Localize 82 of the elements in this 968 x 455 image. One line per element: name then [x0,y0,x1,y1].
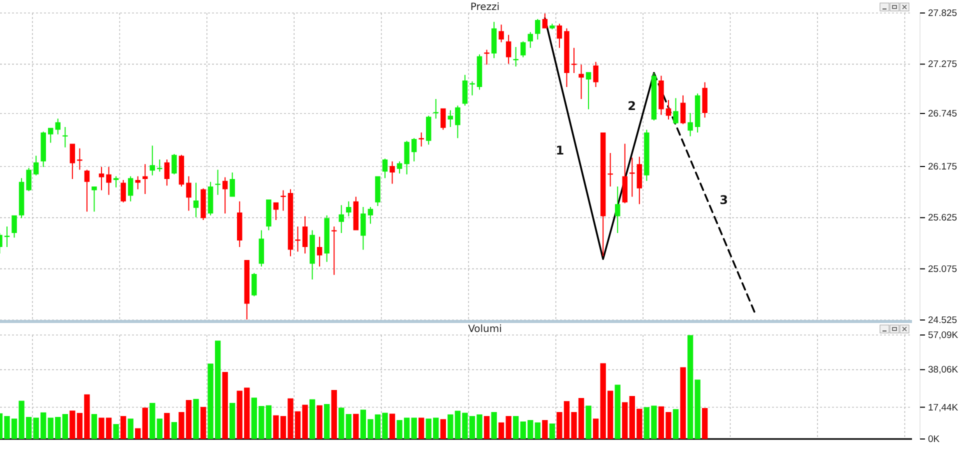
bar [62,414,68,439]
bar [418,418,424,439]
candlestick [498,24,504,42]
annotation: 3 [720,192,728,207]
bar [338,408,344,439]
bar [128,418,134,439]
candlestick [550,24,555,30]
bar [672,409,679,439]
candlestick [62,126,68,148]
bar [542,420,548,439]
annotation: 2 [628,99,636,114]
bar [389,414,396,439]
candlestick [593,62,598,87]
candlestick [4,226,10,247]
bar [171,422,178,439]
candlestick [608,153,613,186]
candlestick [331,226,337,275]
bar [142,408,148,439]
candlestick [630,158,635,197]
bar [622,402,628,439]
candlestick [215,170,220,195]
y-tick-label: 25.075 [928,264,958,275]
bar [549,424,556,439]
y-tick-label: 0K [928,434,940,446]
candlestick [135,176,140,190]
bar [353,414,359,439]
bar [702,408,708,439]
y-tick-label: 24.525 [928,315,958,326]
y-tick-label: 26.745 [928,108,958,120]
candlestick [673,98,678,124]
bar [135,428,141,439]
bar [193,398,199,439]
candlestick [77,148,82,170]
bar [534,422,540,439]
bar [316,405,322,439]
candlestick [470,81,475,96]
y-tick-label: 57,09K [928,330,959,342]
bar [586,406,592,439]
candlestick [433,99,438,119]
bar [156,418,162,439]
bar [91,414,98,439]
candlestick [418,132,424,146]
candlestick [513,46,518,66]
candlestick [113,176,119,188]
chart-title: Volumi [468,324,502,335]
y-tick-label: 26.175 [928,162,958,173]
candlestick [142,164,148,194]
candlestick [578,64,584,100]
bar [150,402,156,439]
bar [491,412,497,439]
bar [222,372,228,439]
chart-title: Prezzi [470,2,500,13]
bar [513,416,519,439]
bar [230,402,236,439]
bar [164,412,170,439]
bar [324,404,330,439]
candlestick [295,226,300,252]
bar [614,384,620,439]
candlestick [106,166,112,195]
candlestick [390,161,395,184]
bar [484,416,490,439]
bar [200,406,206,439]
bar [331,390,337,439]
y-tick-label: 27.825 [928,8,958,20]
bar [120,416,126,439]
y-tick-label: 25.625 [928,212,958,224]
candlestick [346,201,352,216]
bar [346,414,352,439]
candlestick [157,160,162,172]
candlestick [360,206,366,250]
candlestick [280,190,286,211]
bar [680,367,686,439]
bar [440,419,446,439]
bar [309,399,316,439]
bar [113,424,119,439]
y-tick-label: 38,06K [928,364,959,376]
annotation: 1 [556,144,564,158]
candlestick [92,186,97,212]
candlestick [571,48,577,74]
y-tick-label: 27.275 [928,59,958,70]
y-tick-label: 17,44K [928,402,959,414]
candlestick [484,50,490,65]
